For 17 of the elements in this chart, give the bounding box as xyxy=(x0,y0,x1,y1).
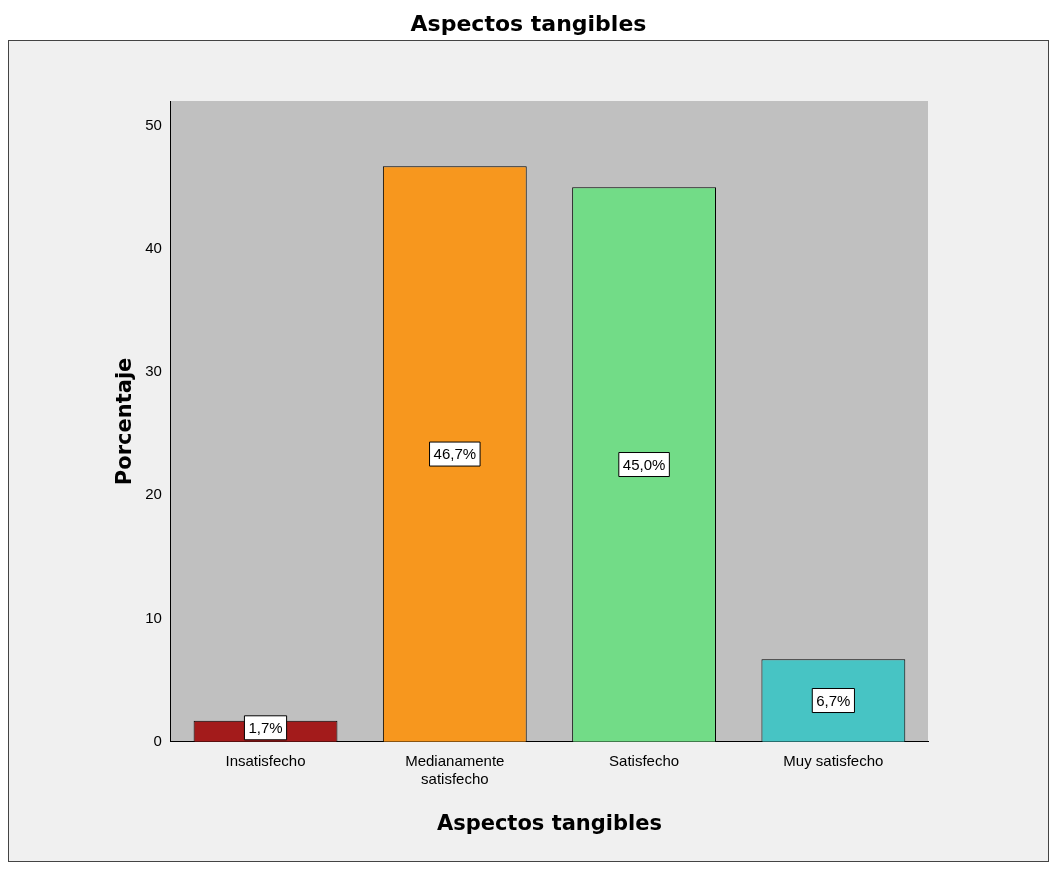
y-tick-label: 20 xyxy=(145,485,162,503)
x-tick-label: Insatisfecho xyxy=(225,751,306,769)
y-tick-label: 50 xyxy=(145,115,162,133)
x-tick-label: Satisfecho xyxy=(609,751,680,769)
x-tick-label: Medianamente satisfecho xyxy=(405,751,505,787)
x-axis-title: Aspectos tangibles xyxy=(436,810,662,835)
chart-title: Aspectos tangibles xyxy=(409,10,648,38)
data-label: 6,7% xyxy=(816,691,851,709)
y-tick-label: 0 xyxy=(153,731,162,749)
data-label: 45,0% xyxy=(622,455,666,473)
y-tick-label: 40 xyxy=(145,239,162,257)
data-label: 46,7% xyxy=(433,445,477,463)
y-tick-label: 10 xyxy=(145,608,162,626)
y-axis-title: Porcentaje xyxy=(112,357,137,486)
y-tick-label: 30 xyxy=(145,362,162,380)
x-tick-label: Muy satisfecho xyxy=(783,751,884,769)
data-label: 1,7% xyxy=(248,718,283,736)
